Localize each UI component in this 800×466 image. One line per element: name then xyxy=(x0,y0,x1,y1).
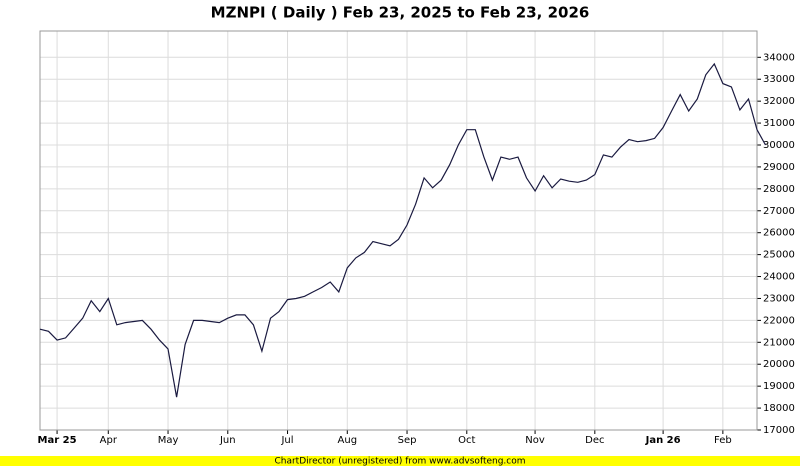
x-tick-label: Sep xyxy=(398,435,417,446)
y-tick-label: 24000 xyxy=(763,272,795,283)
y-tick-label: 23000 xyxy=(763,293,795,304)
x-tick-label: Jul xyxy=(280,435,293,446)
y-tick-label: 31000 xyxy=(763,118,795,129)
y-tick-label: 19000 xyxy=(763,381,795,392)
x-tick-label: Oct xyxy=(458,435,475,446)
y-tick-label: 26000 xyxy=(763,228,795,239)
y-tick-label: 22000 xyxy=(763,315,795,326)
plot-border xyxy=(39,30,758,431)
y-tick-label: 18000 xyxy=(763,403,795,414)
x-tick-label: Jan 26 xyxy=(645,435,681,446)
x-tick-label: Apr xyxy=(100,435,118,446)
y-tick-label: 27000 xyxy=(763,206,795,217)
chart-title: MZNPI ( Daily ) Feb 23, 2025 to Feb 23, … xyxy=(211,4,590,22)
x-tick-label: Nov xyxy=(525,435,545,446)
y-tick-label: 17000 xyxy=(763,425,795,436)
x-tick-label: Dec xyxy=(585,435,604,446)
x-tick-label: Aug xyxy=(338,435,358,446)
y-tick-label: 29000 xyxy=(763,162,795,173)
footer-bar xyxy=(0,456,800,466)
x-tick-label: May xyxy=(158,435,179,446)
x-tick-label: Feb xyxy=(714,435,732,446)
plot-area xyxy=(40,31,757,430)
x-tick-label: Jun xyxy=(219,435,236,446)
x-tick-label: Mar 25 xyxy=(38,435,77,446)
y-tick-label: 25000 xyxy=(763,250,795,261)
y-tick-label: 20000 xyxy=(763,359,795,370)
y-tick-label: 34000 xyxy=(763,52,795,63)
y-tick-label: 28000 xyxy=(763,184,795,195)
footer: ChartDirector (unregistered) from www.ad… xyxy=(274,457,525,466)
y-tick-label: 21000 xyxy=(763,337,795,348)
y-tick-label: 30000 xyxy=(763,140,795,151)
y-tick-label: 33000 xyxy=(763,74,795,85)
y-tick-label: 32000 xyxy=(763,96,795,107)
price-line xyxy=(39,62,767,398)
